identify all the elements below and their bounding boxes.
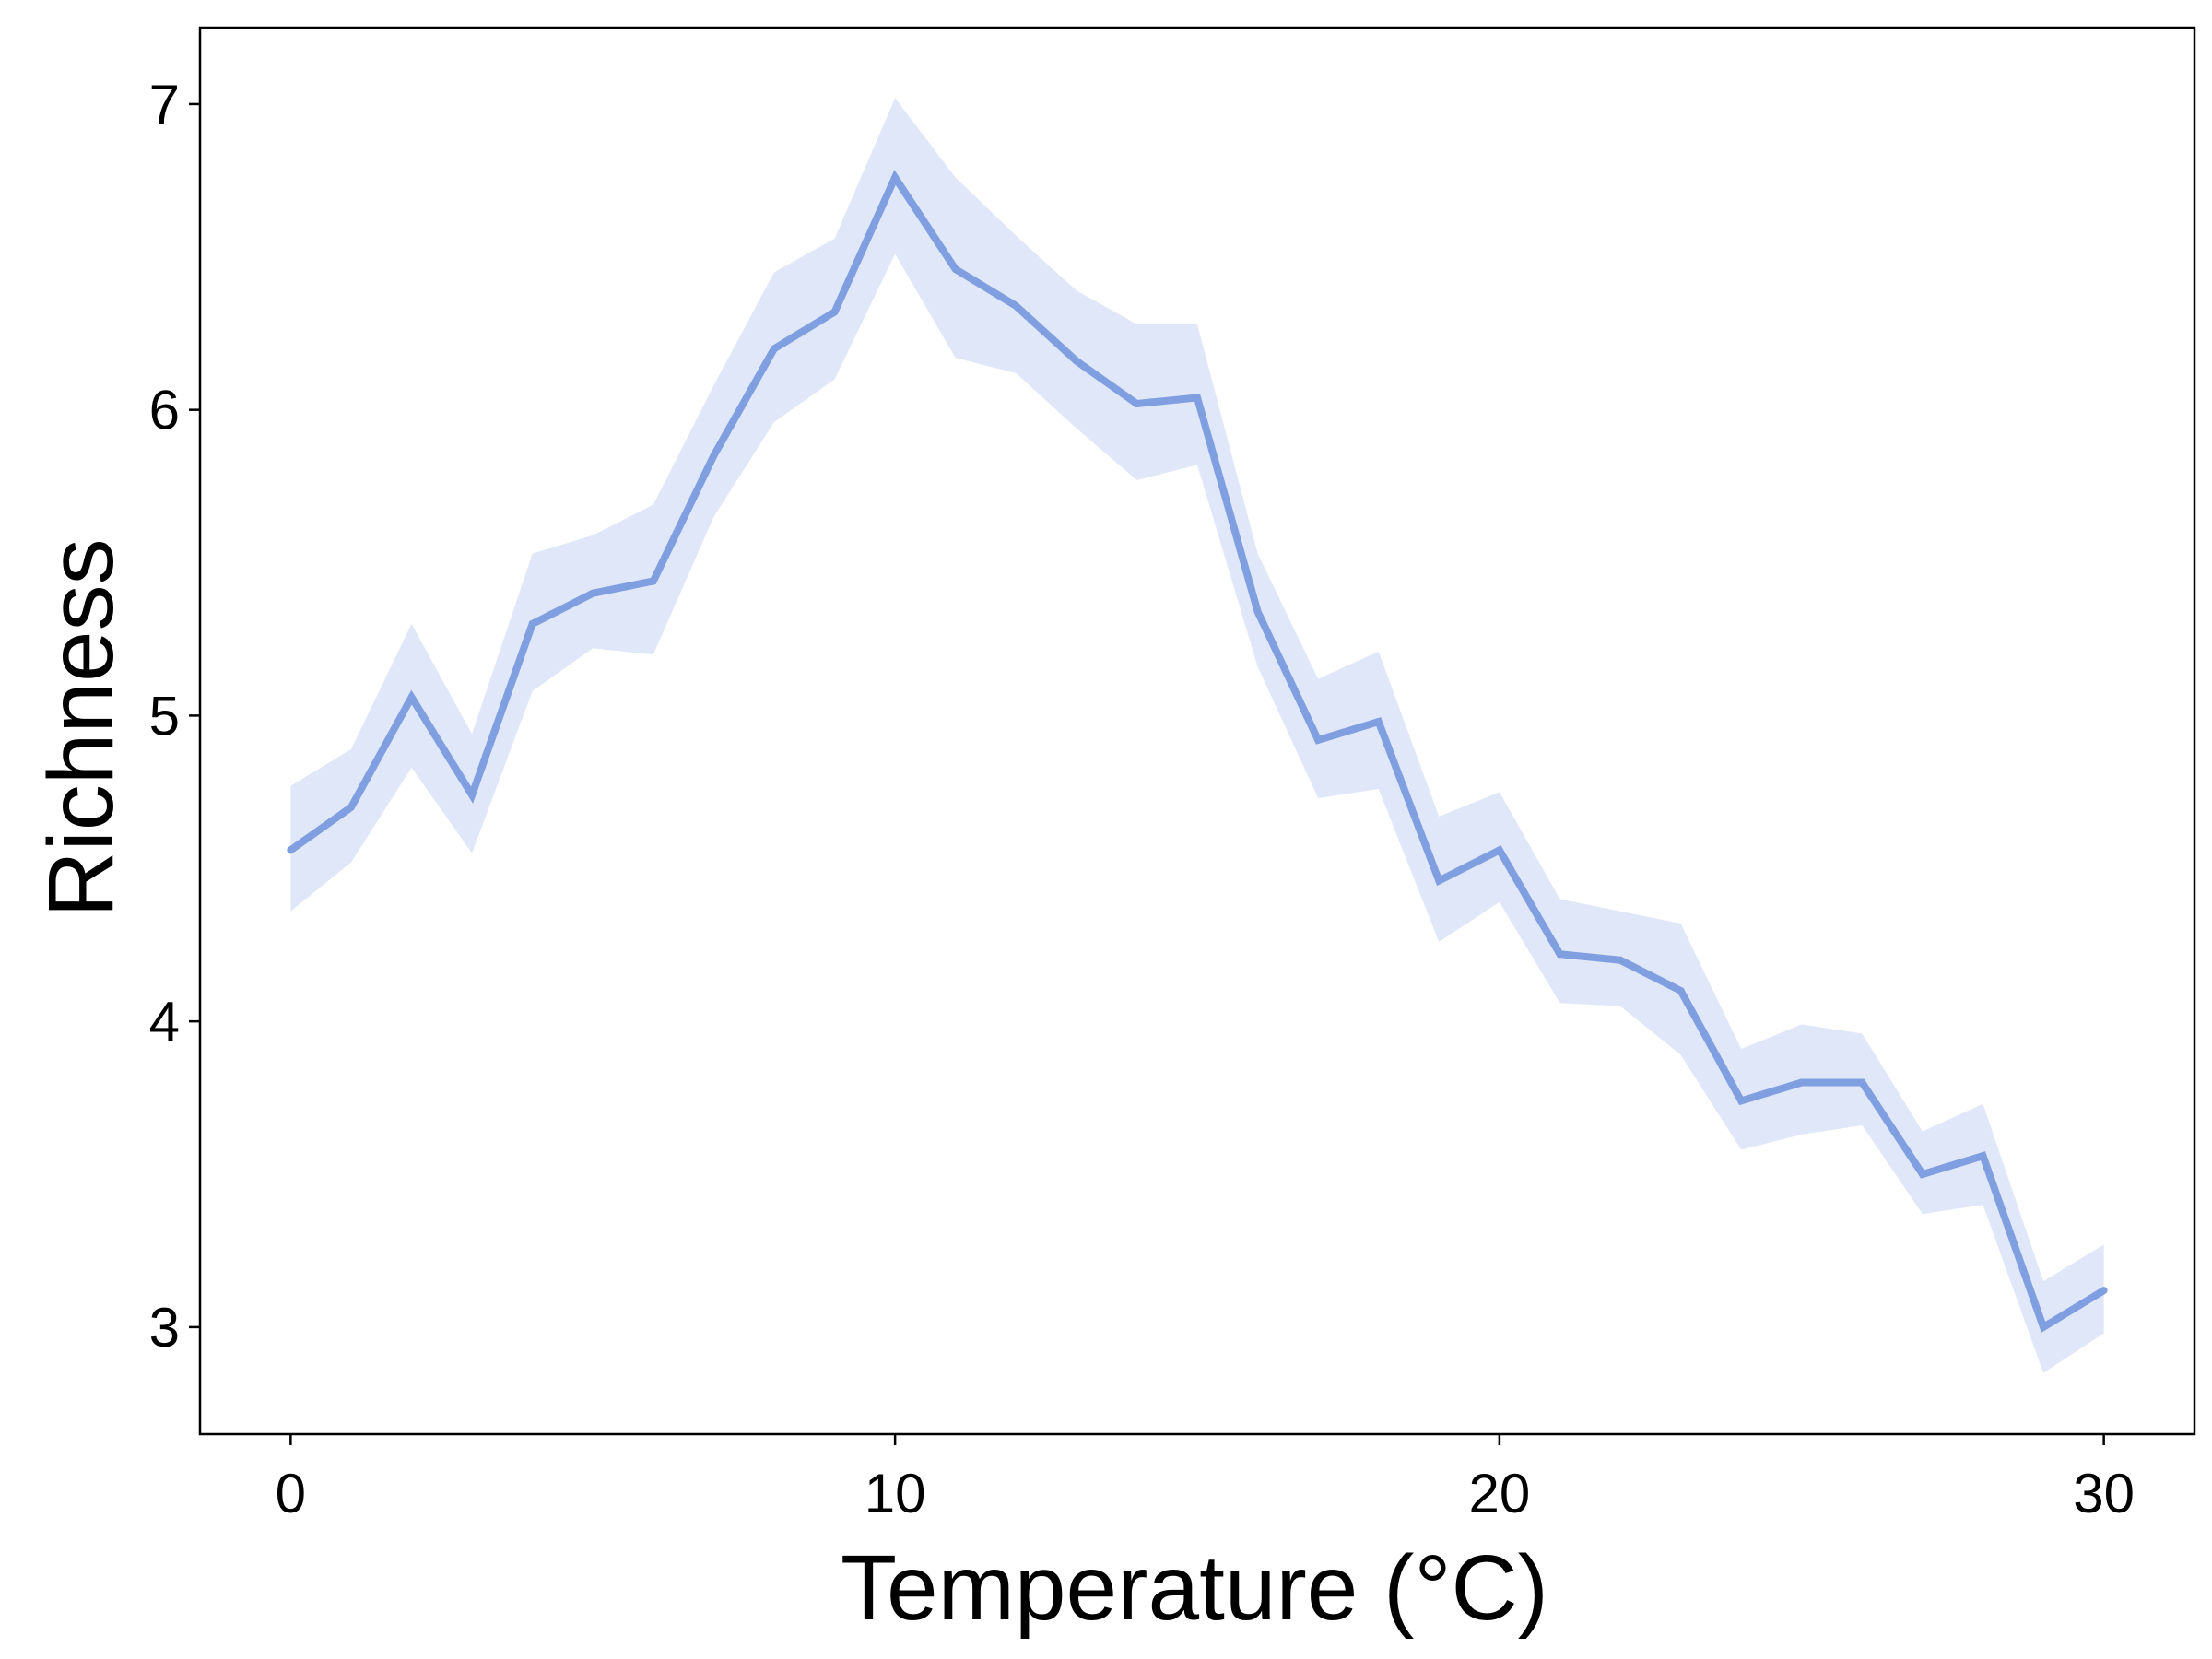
- data-point: [287, 846, 295, 854]
- x-tick-label: 0: [276, 1463, 306, 1524]
- x-tick-label: 30: [2073, 1463, 2135, 1524]
- confidence-band-layer: [290, 98, 2104, 1373]
- y-tick-label: 5: [149, 685, 180, 747]
- data-point: [347, 803, 355, 811]
- data-point: [1194, 394, 1201, 402]
- data-point: [951, 265, 959, 274]
- data-point: [1918, 1171, 1926, 1179]
- plot-frame: [198, 26, 2196, 1436]
- data-point: [1314, 735, 1323, 744]
- data-point: [1858, 1078, 1866, 1087]
- data-point: [2100, 1287, 2108, 1295]
- data-point: [1012, 301, 1020, 310]
- data-point: [1435, 877, 1443, 885]
- x-axis-title: Temperature (°C): [841, 1536, 1548, 1640]
- data-point: [1797, 1078, 1806, 1087]
- data-point: [1374, 718, 1382, 726]
- y-axis: 3 4 5 6 7: [149, 74, 200, 1359]
- data-point: [891, 173, 900, 182]
- y-tick-label: 6: [149, 380, 180, 441]
- data-point: [1617, 956, 1625, 964]
- data-point: [1737, 1097, 1746, 1105]
- data-point: [528, 619, 536, 628]
- data-point: [468, 791, 477, 799]
- data-point: [1253, 607, 1262, 616]
- data-point: [2040, 1323, 2048, 1331]
- data-point: [407, 693, 416, 701]
- data-point: [1556, 950, 1564, 959]
- y-tick-label: 3: [149, 1297, 180, 1359]
- data-point: [649, 577, 657, 585]
- data-point: [1072, 357, 1080, 365]
- data-point: [1979, 1152, 1987, 1160]
- x-tick-label: 20: [1469, 1463, 1531, 1524]
- y-axis-title: Richness: [29, 538, 133, 917]
- data-point: [830, 308, 839, 316]
- data-point: [1677, 986, 1685, 994]
- y-tick-label: 7: [149, 74, 180, 135]
- series-line-layer: [287, 170, 2108, 1333]
- data-point: [1495, 846, 1503, 854]
- data-point: [589, 589, 597, 597]
- data-point: [710, 452, 718, 460]
- data-point: [1133, 400, 1141, 408]
- x-tick-label: 10: [865, 1463, 926, 1524]
- confidence-band: [290, 98, 2104, 1373]
- x-axis: 0 10 20 30: [276, 1434, 2135, 1524]
- data-point: [770, 345, 778, 353]
- y-tick-label: 4: [149, 991, 180, 1053]
